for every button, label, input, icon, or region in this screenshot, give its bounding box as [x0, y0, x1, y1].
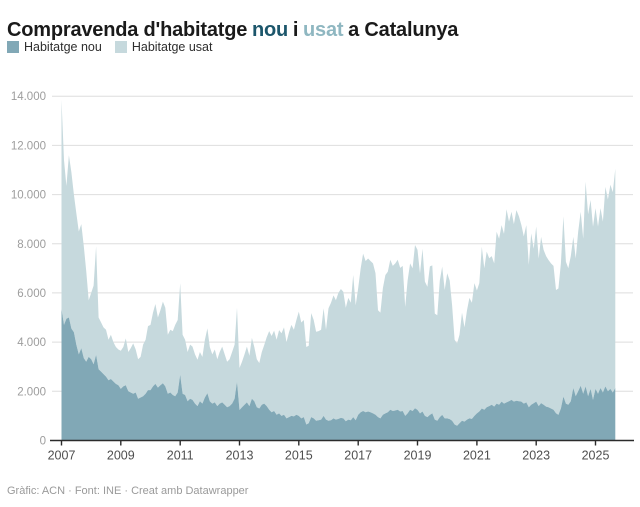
- y-axis-label: 10.000: [11, 190, 46, 202]
- x-axis-label: 2025: [582, 449, 610, 463]
- y-axis-label: 4.000: [17, 337, 46, 349]
- x-axis-label: 2013: [226, 449, 254, 463]
- y-axis-label: 0: [40, 436, 46, 448]
- x-axis-label: 2007: [48, 449, 76, 463]
- legend-swatch-usat: [114, 41, 127, 53]
- y-axis-label: 6.000: [17, 288, 46, 300]
- y-axis-label: 8.000: [17, 239, 46, 251]
- y-axis-label: 14.000: [11, 91, 46, 103]
- x-axis-label: 2021: [463, 449, 491, 463]
- area-habitatge-usat: [61, 99, 616, 426]
- x-axis-label: 2015: [285, 449, 313, 463]
- legend-swatch-nou: [7, 41, 19, 53]
- title-suffix: a Catalunya: [348, 19, 459, 42]
- title-word-nou: nou: [252, 19, 289, 42]
- x-axis-label: 2019: [404, 449, 432, 463]
- legend: Habitatge nou Habitatge usat: [7, 40, 212, 54]
- title-connector: i: [292, 19, 299, 42]
- legend-item-habitatge-nou: Habitatge nou: [7, 40, 102, 54]
- y-axis-label: 12.000: [11, 140, 46, 152]
- area-habitatge-nou: [61, 308, 616, 441]
- legend-item-habitatge-usat: Habitatge usat: [114, 40, 213, 54]
- attribution-footer: Gràfic: ACN · Font: INE · Creat amb Data…: [7, 485, 249, 497]
- x-axis-label: 2023: [522, 449, 550, 463]
- x-axis-label: 2011: [167, 449, 194, 463]
- legend-label-usat: Habitatge usat: [131, 40, 213, 54]
- y-axis-label: 2.000: [17, 386, 46, 398]
- chart-title: Compravenda d'habitatge nou i usat a Catalun…: [7, 17, 627, 43]
- title-word-usat: usat: [303, 19, 344, 42]
- title-prefix: Compravenda d'habitatge: [7, 19, 248, 42]
- stacked-area-chart: 0 2.000 4.000 6.000 8.000 10.000 12.000 14.000 2…: [11, 91, 634, 463]
- x-axis-label: 2009: [107, 449, 135, 463]
- x-axis-label: 2017: [344, 449, 372, 463]
- legend-label-nou: Habitatge nou: [24, 40, 102, 54]
